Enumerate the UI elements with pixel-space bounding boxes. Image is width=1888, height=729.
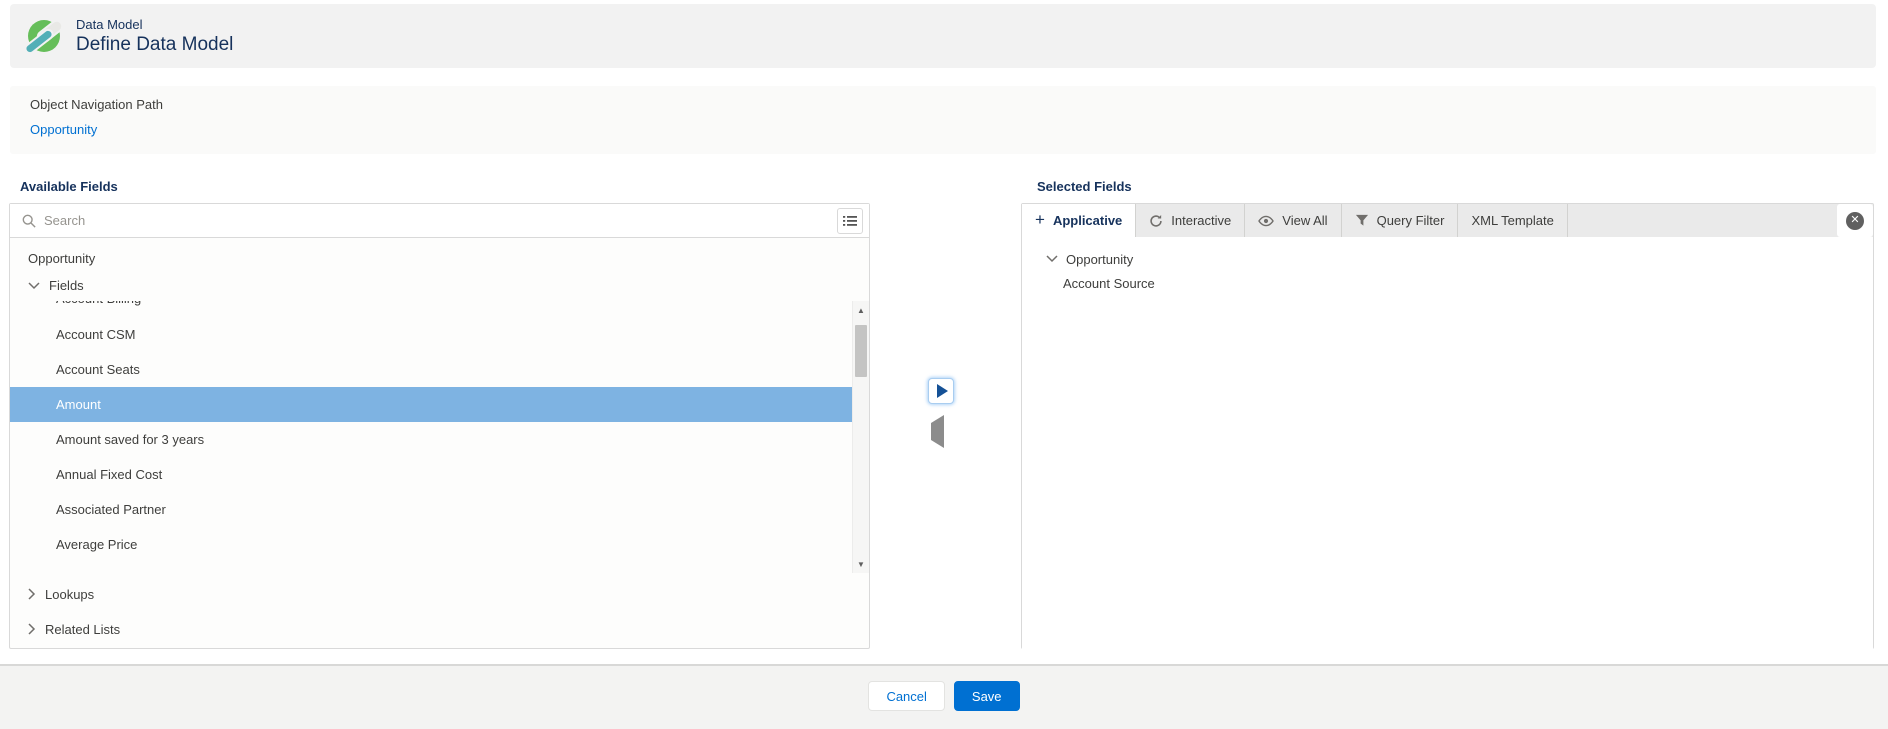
search-input[interactable]: [44, 213, 837, 228]
list-item[interactable]: Average Price: [56, 537, 138, 552]
list-item-selected[interactable]: Amount: [10, 387, 852, 422]
tree-group-fields-label: Fields: [49, 278, 84, 293]
list-icon: [843, 215, 857, 226]
selected-tree-root-opportunity[interactable]: Opportunity: [1022, 247, 1873, 271]
header-subtitle: Data Model: [76, 16, 143, 32]
object-navigation-path-card: Object Navigation Path Opportunity: [10, 86, 1876, 154]
tree-group-related-lists-label: Related Lists: [45, 621, 121, 637]
nav-path-opportunity-link[interactable]: Opportunity: [30, 122, 98, 137]
tree-group-related-lists[interactable]: Related Lists: [10, 614, 869, 644]
page-header: Data Model Define Data Model: [10, 4, 1876, 68]
save-button[interactable]: Save: [953, 681, 1020, 711]
tab-view-all[interactable]: View All: [1245, 204, 1342, 237]
vertical-scrollbar[interactable]: ▲ ▼: [852, 301, 869, 573]
fields-list: Account Billing Account CSM Account Seat…: [10, 301, 852, 573]
list-view-button[interactable]: [837, 207, 863, 234]
tabs-spacer: [1568, 204, 1837, 237]
list-item-clipped[interactable]: Account Billing: [10, 301, 852, 317]
filter-funnel-icon: [1355, 214, 1369, 227]
available-fields-panel: Opportunity Fields Account Billing Accou…: [9, 203, 870, 649]
chevron-down-icon: [28, 281, 40, 290]
refresh-icon: [1149, 214, 1163, 228]
data-model-icon: [25, 18, 64, 54]
header-titles: Data Model Define Data Model: [76, 17, 233, 56]
move-right-button[interactable]: [928, 378, 954, 404]
tab-query-filter[interactable]: Query Filter: [1342, 204, 1459, 237]
plus-icon: +: [1035, 210, 1045, 229]
list-item[interactable]: Account Seats: [56, 362, 140, 377]
tab-interactive[interactable]: Interactive: [1136, 204, 1246, 237]
list-item[interactable]: Amount saved for 3 years: [56, 432, 205, 447]
scrollbar-thumb[interactable]: [855, 325, 867, 377]
selected-fields-panel: + Applicative Interactive: [1021, 203, 1874, 649]
tab-applicative[interactable]: + Applicative: [1022, 204, 1137, 237]
scroll-down-arrow-icon[interactable]: ▼: [857, 559, 865, 569]
cancel-button[interactable]: Cancel: [868, 681, 945, 711]
list-item[interactable]: Account CSM: [56, 327, 136, 342]
selected-fields-title: Selected Fields: [1037, 179, 1132, 194]
eye-icon: [1258, 215, 1275, 227]
close-icon: ✕: [1846, 211, 1864, 230]
footer-action-bar: Cancel Save: [0, 664, 1888, 729]
move-left-button[interactable]: [931, 415, 947, 448]
search-row: [10, 204, 869, 238]
tree-group-lookups[interactable]: Lookups: [10, 579, 869, 609]
tree-group-fields[interactable]: Fields: [10, 272, 869, 299]
list-item[interactable]: Associated Partner: [56, 502, 166, 517]
available-fields-tree: Opportunity Fields Account Billing Accou…: [10, 238, 869, 644]
selected-fields-tree: Opportunity Account Source: [1022, 237, 1873, 649]
selected-field-item[interactable]: Account Source: [1063, 275, 1155, 291]
tab-xml-template[interactable]: XML Template: [1458, 204, 1568, 237]
page-title: Define Data Model: [76, 33, 234, 55]
left-arrow-icon: [931, 415, 944, 448]
chevron-right-icon: [28, 588, 36, 600]
scroll-up-arrow-icon[interactable]: ▲: [857, 305, 865, 315]
tree-group-lookups-label: Lookups: [45, 586, 95, 602]
close-panel-button[interactable]: ✕: [1837, 204, 1873, 237]
nav-path-label: Object Navigation Path: [30, 97, 163, 112]
tree-root-label: Opportunity: [28, 251, 96, 266]
search-icon: [22, 214, 36, 228]
selected-fields-tabs: + Applicative Interactive: [1022, 204, 1873, 237]
chevron-down-icon: [1046, 255, 1058, 263]
chevron-right-icon: [28, 623, 36, 635]
available-fields-title: Available Fields: [20, 179, 118, 194]
selected-tree-root-label: Opportunity: [1066, 251, 1134, 267]
list-item[interactable]: Annual Fixed Cost: [56, 467, 163, 482]
tree-root-opportunity[interactable]: Opportunity: [10, 245, 869, 272]
fields-scroll-area: Account Billing Account CSM Account Seat…: [10, 301, 869, 573]
right-arrow-icon: [936, 384, 948, 398]
